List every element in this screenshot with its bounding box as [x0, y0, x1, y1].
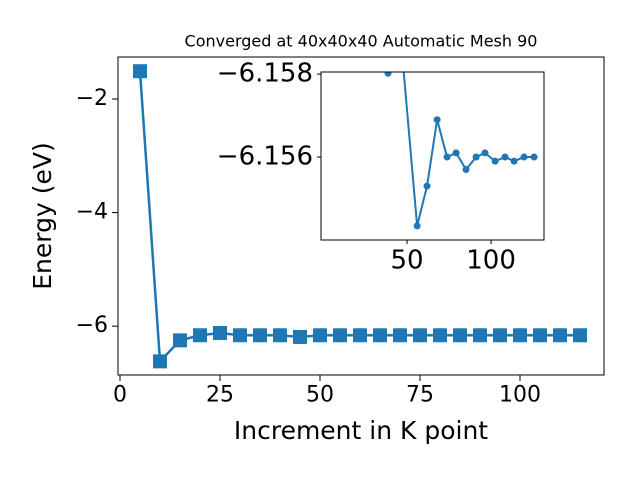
marker [501, 153, 509, 161]
y-tick-label: −6 [76, 313, 108, 338]
marker [253, 328, 267, 343]
x-tick-label: 100 [466, 245, 516, 275]
marker [453, 328, 467, 343]
marker [423, 182, 431, 190]
marker [481, 149, 489, 157]
y-axis-label: Energy (eV) [28, 142, 57, 289]
x-axis-label: Increment in K point [234, 416, 488, 445]
plot-area [133, 64, 587, 369]
x-tick-label: 0 [113, 382, 127, 407]
x-tick-label: 50 [306, 382, 334, 407]
marker [573, 328, 587, 343]
marker [530, 153, 538, 161]
marker [533, 328, 547, 343]
y-tick-label: −2 [76, 86, 108, 111]
marker [553, 328, 567, 343]
marker [472, 153, 480, 161]
marker [333, 328, 347, 343]
marker [173, 333, 187, 348]
marker [491, 157, 499, 165]
plot-area [384, 72, 538, 230]
y-tick-label: −6.156 [217, 142, 313, 172]
marker [462, 165, 470, 173]
marker [373, 328, 387, 343]
marker [233, 328, 247, 343]
x-tick-label: 25 [206, 382, 234, 407]
axes-frame [320, 71, 545, 241]
marker [153, 354, 167, 369]
x-tick-label: 100 [499, 382, 541, 407]
marker [413, 328, 427, 343]
marker [443, 153, 451, 161]
marker [273, 328, 287, 343]
chart-title: Converged at 40x40x40 Automatic Mesh 90 [185, 32, 538, 51]
marker [384, 72, 392, 77]
marker [393, 328, 407, 343]
marker [433, 116, 441, 124]
marker [293, 329, 307, 344]
marker [313, 328, 327, 343]
marker [452, 149, 460, 157]
marker [433, 328, 447, 343]
marker [493, 328, 507, 343]
marker [133, 64, 147, 79]
marker [413, 222, 421, 230]
marker [193, 328, 207, 343]
marker [353, 328, 367, 343]
marker [513, 328, 527, 343]
marker [213, 325, 227, 340]
x-tick-label: 75 [406, 382, 434, 407]
x-tick-label: 50 [390, 245, 423, 275]
y-tick-label: −6.158 [217, 59, 313, 89]
marker [520, 153, 528, 161]
marker [473, 328, 487, 343]
y-tick-label: −4 [76, 200, 108, 225]
axes-frame [117, 56, 605, 376]
marker [510, 157, 518, 165]
